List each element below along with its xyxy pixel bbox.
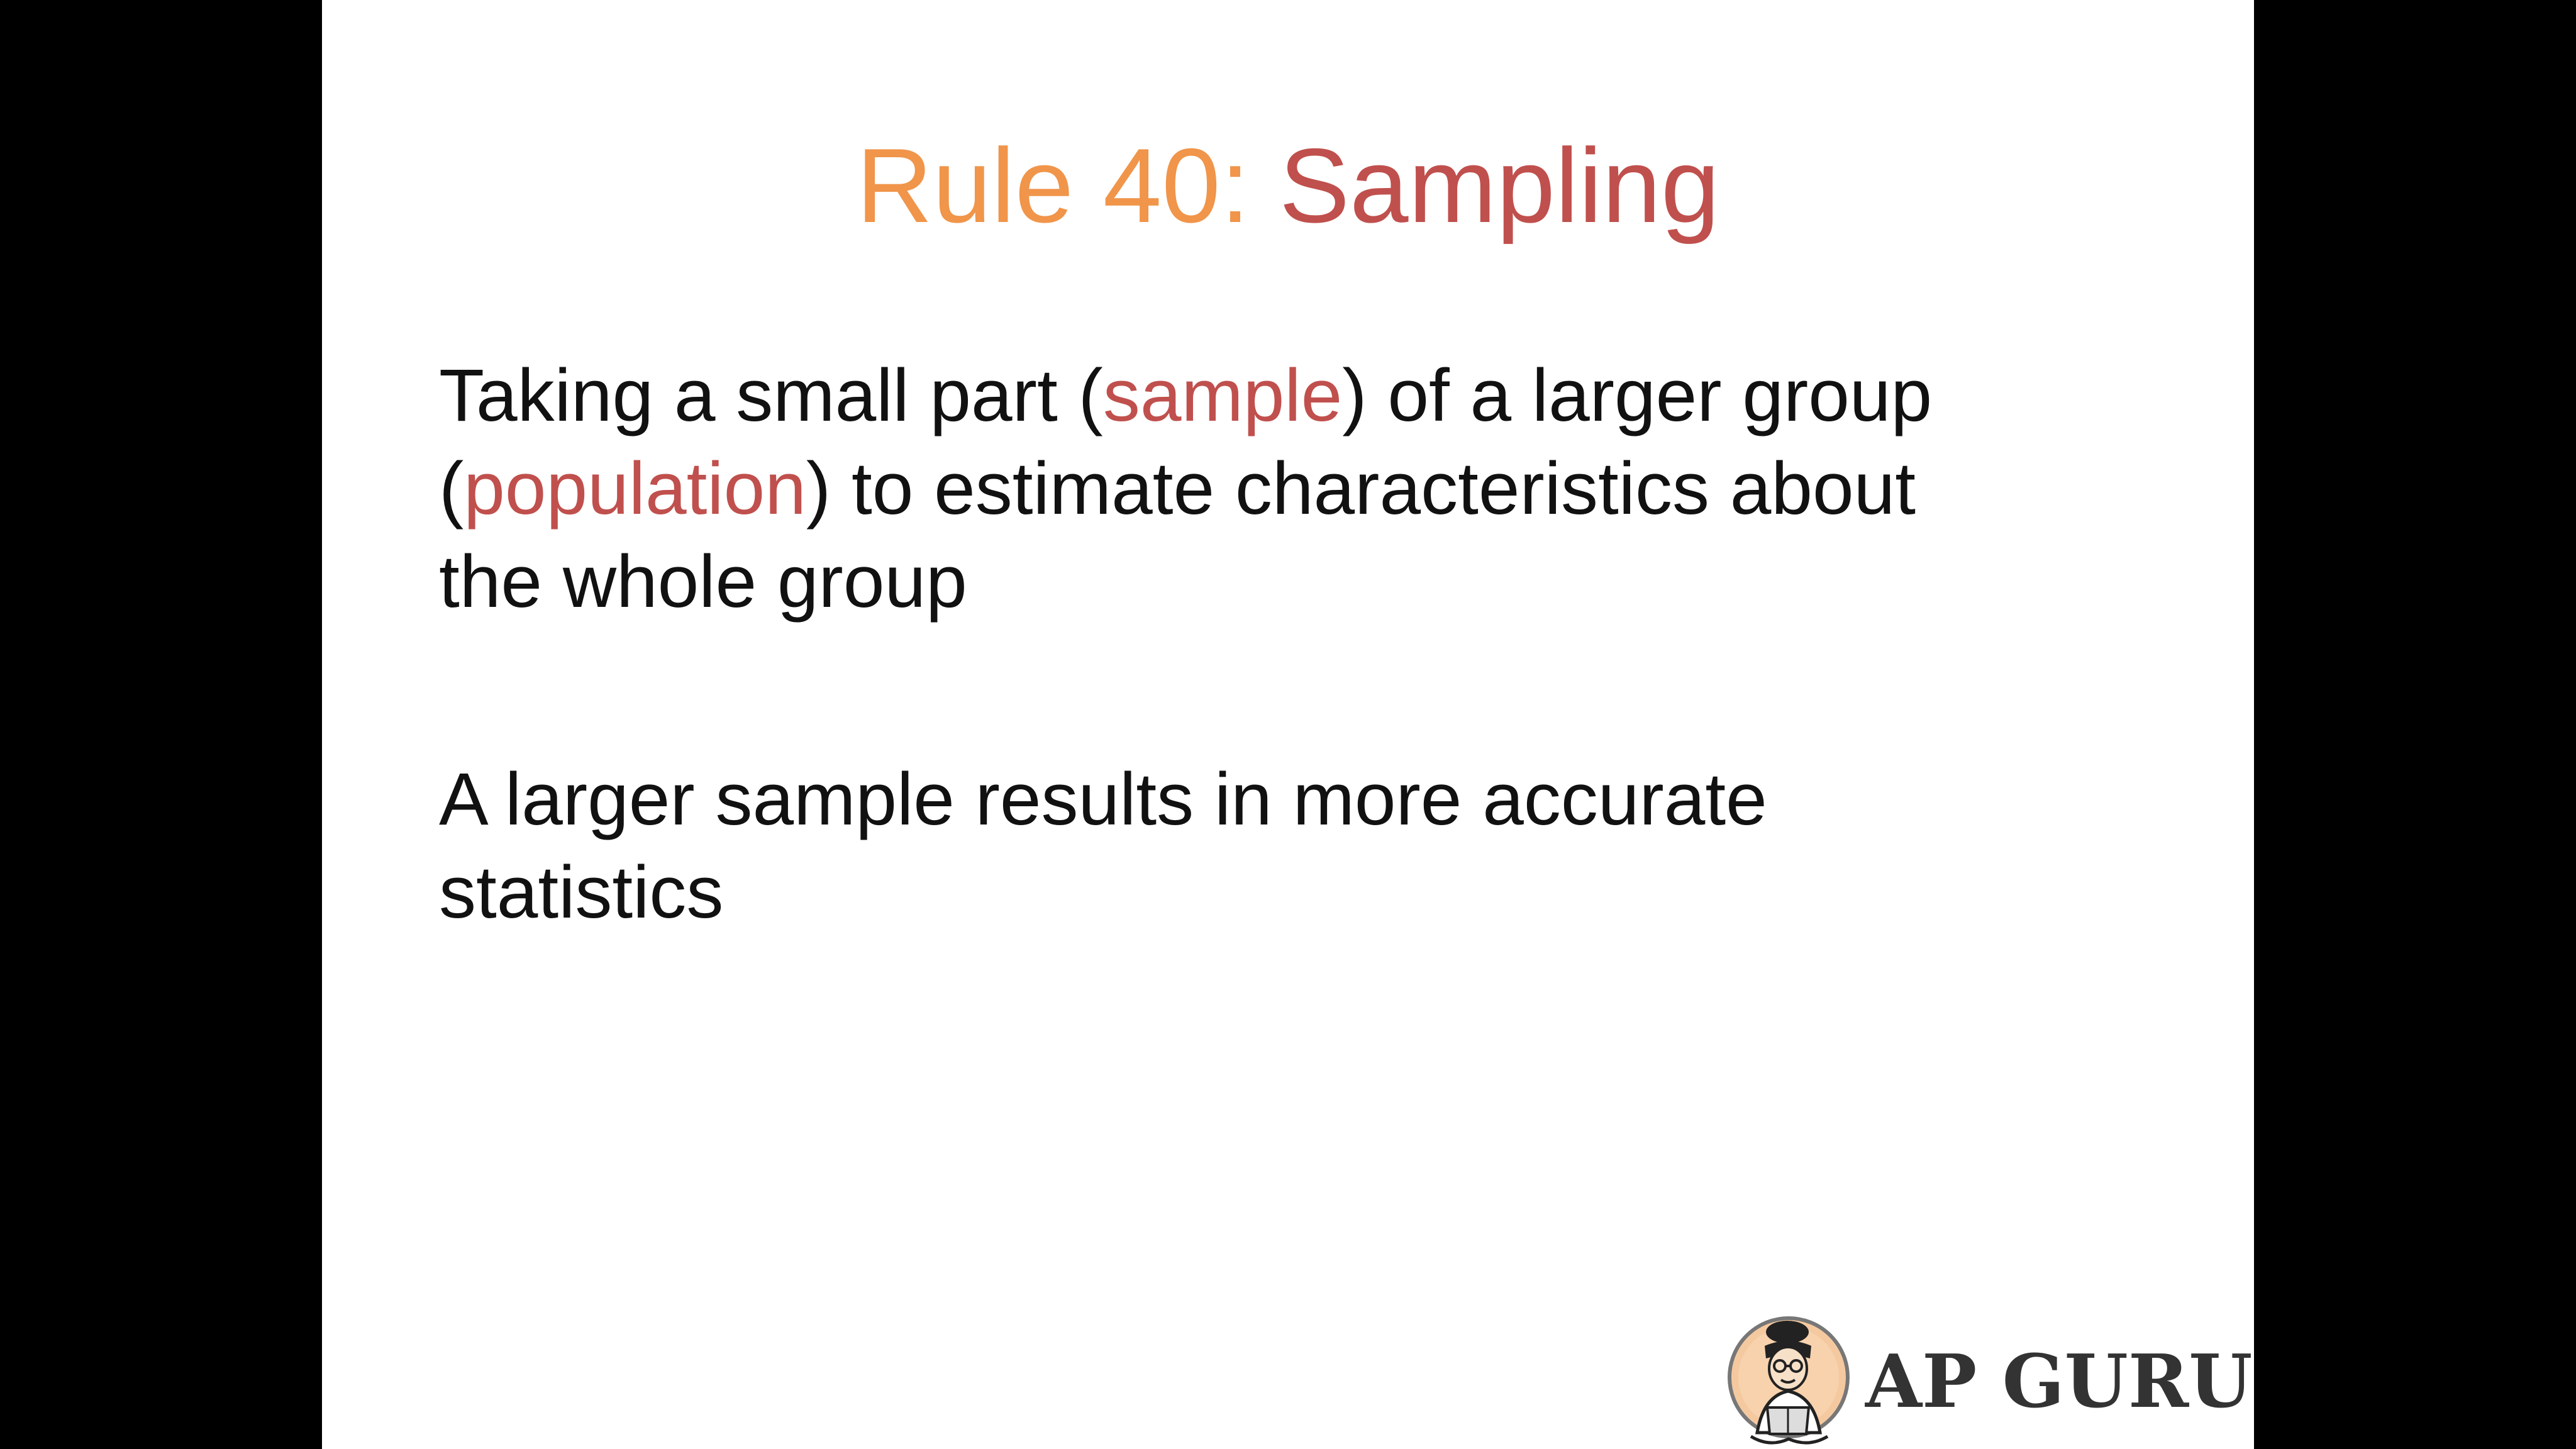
definition-line-3: the whole group bbox=[439, 540, 967, 623]
sample-size-line-1: A larger sample results in more accurate bbox=[439, 758, 1767, 841]
slide: Rule 40: Sampling Taking a small part (s… bbox=[322, 0, 2254, 1449]
slide-title-topic: Sampling bbox=[1279, 126, 1720, 245]
definition-line-1: Taking a small part (sample) of a larger… bbox=[439, 354, 1933, 437]
definition-paragraph: Taking a small part (sample) of a larger… bbox=[439, 349, 2175, 628]
sample-size-line-2: statistics bbox=[439, 851, 724, 934]
term-sample: sample bbox=[1102, 354, 1343, 437]
slide-title: Rule 40: Sampling bbox=[322, 119, 2254, 252]
slide-title-rule: Rule 40: bbox=[856, 126, 1280, 245]
sample-size-paragraph: A larger sample results in more accurate… bbox=[439, 753, 2175, 939]
term-population: population bbox=[464, 447, 806, 530]
definition-line-2: (population) to estimate characteristics… bbox=[439, 447, 1916, 530]
ap-guru-logo: AP GURU bbox=[1726, 1313, 2254, 1449]
ap-guru-logo-text: AP GURU bbox=[1865, 1339, 2253, 1424]
ap-guru-logo-icon bbox=[1728, 1316, 1850, 1445]
